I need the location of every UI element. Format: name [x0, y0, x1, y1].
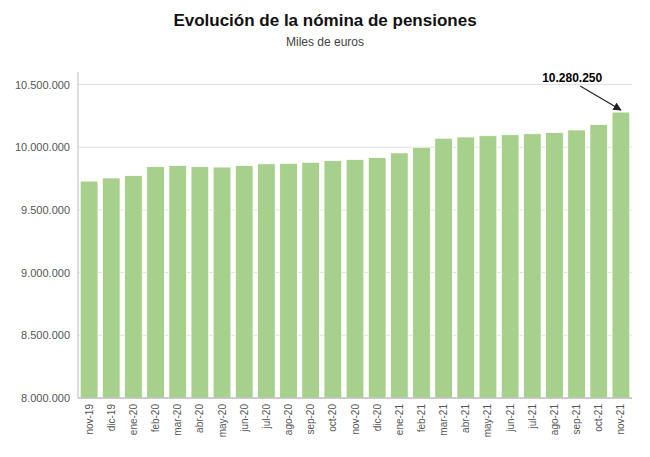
bar [457, 137, 475, 398]
x-tick-label: ene-21 [394, 404, 405, 436]
y-tick-label: 9.000.000 [21, 267, 70, 279]
bar [102, 178, 120, 398]
bar [413, 147, 431, 398]
grid-line [78, 398, 632, 399]
bar [191, 167, 209, 398]
bar [80, 181, 98, 398]
y-tick-labels: 8.000.000 8.500.000 9.000.000 9.500.000 10.0… [15, 79, 70, 404]
y-tick-label: 10.500.000 [15, 79, 70, 91]
bar [501, 135, 519, 398]
title: Evolución de la nómina de pensiones [173, 11, 476, 30]
y-axis-line [78, 72, 79, 398]
bar [280, 163, 298, 398]
x-tick-label: nov-19 [84, 404, 95, 435]
x-tick-label: sep-21 [571, 404, 582, 435]
bar [169, 165, 187, 398]
y-tick-label: 8.500.000 [21, 329, 70, 341]
bar [523, 134, 541, 398]
bar [612, 112, 630, 398]
x-tick-label: dic-20 [372, 404, 383, 432]
y-grid [78, 85, 632, 398]
bar [390, 153, 408, 398]
x-tick-label: ago-20 [283, 404, 294, 436]
bar [257, 164, 275, 398]
x-tick-label: may-21 [482, 404, 493, 438]
bar [235, 165, 253, 398]
bar [435, 138, 453, 398]
bar [590, 124, 608, 398]
chart-container: Evolución de la nómina de pensiones Miles… [0, 0, 650, 457]
bar [125, 175, 143, 398]
x-tick-label: oct-20 [327, 404, 338, 432]
bar [368, 158, 386, 398]
x-tick-label: dic-19 [106, 404, 117, 432]
x-tick-label: may-20 [217, 404, 228, 438]
x-tick-label: jul-20 [261, 404, 272, 430]
bar [346, 159, 364, 398]
annotation-arrow [580, 86, 621, 110]
annotation-text: 10.280.250 [542, 71, 602, 85]
bars [80, 112, 630, 398]
bar [568, 130, 586, 398]
y-tick-label: 9.500.000 [21, 204, 70, 216]
bar [147, 167, 165, 398]
bar [479, 136, 497, 398]
annotation: 10.280.250 [542, 71, 621, 110]
x-tick-label: sep-20 [305, 404, 316, 435]
y-tick-label: 8.000.000 [21, 392, 70, 404]
bar [302, 162, 320, 398]
x-tick-label: abr-21 [460, 404, 471, 433]
x-tick-label: mar-20 [172, 404, 183, 436]
x-tick-label: abr-20 [194, 404, 205, 433]
x-tick-label: nov-21 [615, 404, 626, 435]
subtitle: Miles de euros [286, 35, 364, 49]
bar [213, 167, 231, 398]
x-axis-line [78, 398, 632, 399]
bar [546, 132, 564, 398]
chart: Evolución de la nómina de pensiones Miles… [0, 0, 650, 457]
x-tick-label: nov-20 [350, 404, 361, 435]
x-tick-label: jul-21 [527, 404, 538, 430]
x-tick-label: feb-20 [150, 404, 161, 433]
x-tick-label: ago-21 [549, 404, 560, 436]
x-tick-label: feb-21 [416, 404, 427, 433]
x-tick-labels: nov-19 dic-19 ene-20 feb-20 mar-20 abr-20 may-… [84, 404, 627, 438]
x-tick-label: jun-20 [239, 404, 250, 433]
x-tick-label: jun-21 [505, 404, 516, 433]
y-tick-label: 10.000.000 [15, 141, 70, 153]
x-tick-label: ene-20 [128, 404, 139, 436]
x-tick-label: oct-21 [593, 404, 604, 432]
x-tick-label: mar-21 [438, 404, 449, 436]
bar [324, 161, 342, 398]
